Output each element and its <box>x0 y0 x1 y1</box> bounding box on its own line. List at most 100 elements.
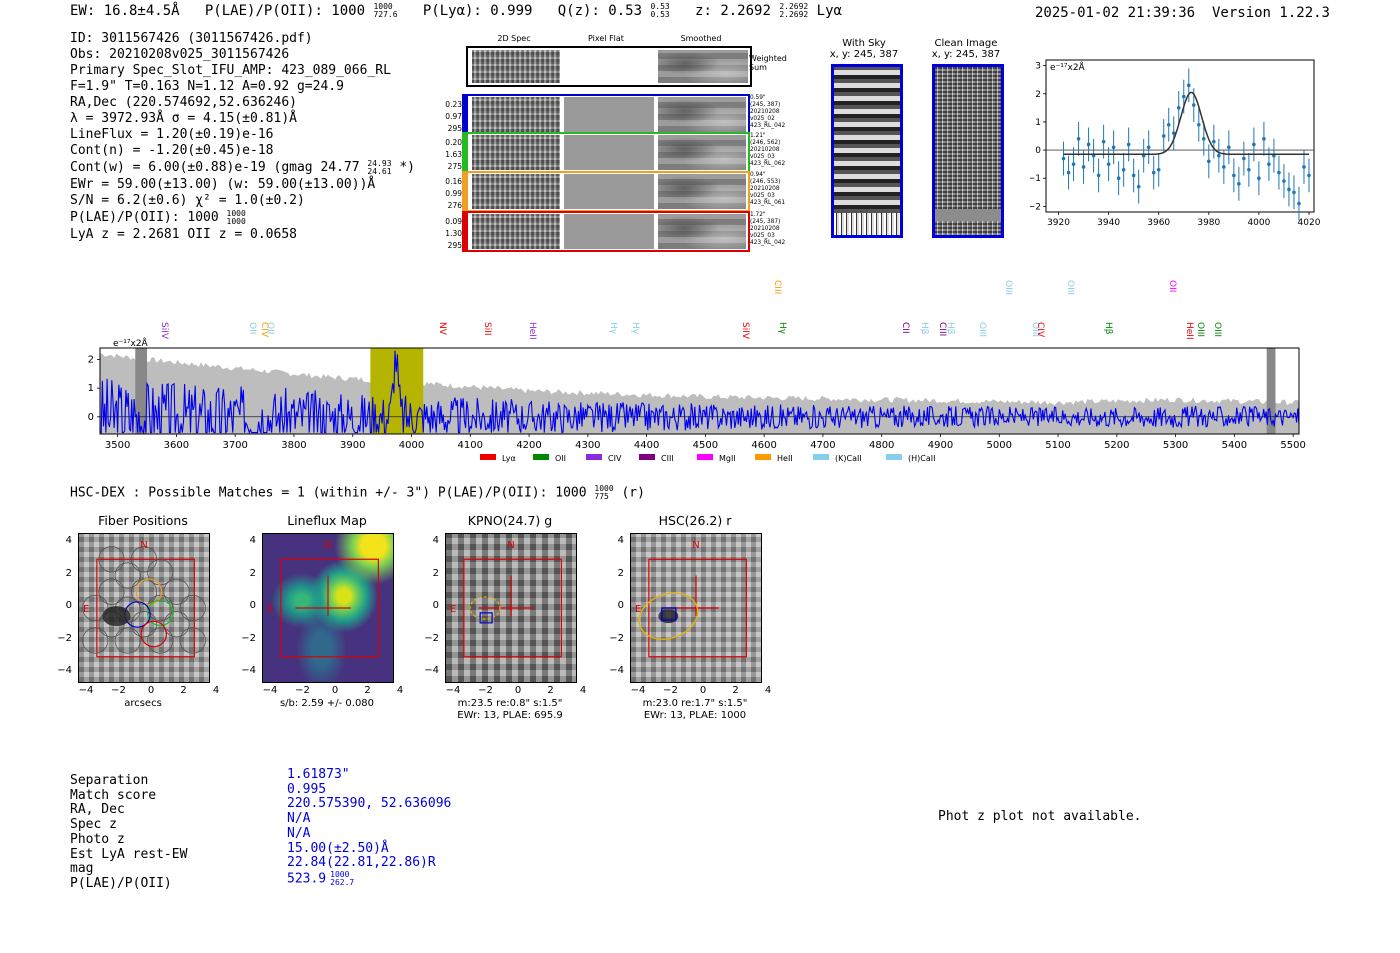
fit-ytick-label: 0 <box>1035 146 1041 156</box>
spec-xtick-label: 5200 <box>1104 440 1129 451</box>
info-z: LyA z = 2.2681 OII z = 0.0658 <box>70 227 297 242</box>
fit-xtick-label: 3920 <box>1047 218 1070 228</box>
fit-point <box>1252 142 1256 147</box>
source-ellipse <box>469 596 501 620</box>
panel-ytick: −2 <box>424 632 439 644</box>
match-value: 1.61873" <box>287 767 350 782</box>
fit-xtick-label: 4000 <box>1247 218 1270 228</box>
fit-point <box>1181 94 1186 99</box>
masked-band <box>1266 348 1276 434</box>
panel-xtick: 0 <box>331 685 339 696</box>
fit-point <box>1201 137 1206 141</box>
panel-ytick: −4 <box>424 665 439 676</box>
cutout-smoothed <box>658 97 746 132</box>
fit-point <box>1061 156 1066 161</box>
panel-ytick: 4 <box>617 535 624 546</box>
fiber-circle <box>98 546 125 573</box>
cutout-row-2 <box>462 171 750 212</box>
panel-xtick: 4 <box>396 685 404 696</box>
match-value: N/A <box>287 811 311 827</box>
cutout-2dspec <box>472 97 560 132</box>
fit-point <box>1307 173 1311 178</box>
fit-point <box>1166 122 1171 127</box>
emission-line-label: CIII <box>772 280 782 294</box>
fit-plot-axes: 3 2 1 0 −1 −2 3920 3940 3960 3980 4000 4020 <box>1030 62 1320 228</box>
fit-point <box>1146 145 1151 150</box>
legend-swatch <box>755 454 771 460</box>
spec-ytick-label: 2 <box>88 354 94 365</box>
info-id: ID: 3011567426 (3011567426.pdf) <box>70 31 313 46</box>
cutout-pixelflat <box>564 135 654 170</box>
info-contw: Cont(w) = 6.00(±0.88)e-19 (gmag 24.77 24… <box>70 158 415 176</box>
panel-ytick: −2 <box>241 632 256 644</box>
panel-ytick: 4 <box>432 535 439 546</box>
fit-point <box>1212 139 1216 144</box>
fit-xtick-label: 3980 <box>1197 218 1220 228</box>
cutout-row-3 <box>462 211 750 252</box>
spec-xtick-label: 3700 <box>222 440 247 451</box>
panel-overlay-1: NE <box>267 540 379 658</box>
fit-point <box>1287 187 1291 192</box>
info-lambda: λ = 3972.93Å σ = 4.15(±0.81)Å <box>70 111 297 126</box>
hsc-summary: HSC-DEX : Possible Matches = 1 (within +… <box>70 484 645 501</box>
fit-point <box>1262 137 1266 141</box>
panel-xtick: −4 <box>262 685 278 696</box>
aperture-box <box>280 558 379 658</box>
emission-line-label: OIII <box>977 322 987 337</box>
fit-point <box>1302 165 1306 169</box>
legend-swatch <box>480 454 496 460</box>
match-value: N/A <box>287 825 311 841</box>
emission-line-label: HeII <box>1184 322 1194 340</box>
panel-ytick: −4 <box>609 665 624 676</box>
panel-xtick: −2 <box>663 685 678 696</box>
north-label: N <box>507 540 514 551</box>
emission-line-label: Hγ <box>630 322 640 335</box>
fit-point <box>1297 201 1301 206</box>
panel-xlabel-1: s/b: 2.59 +/- 0.080 <box>279 698 375 709</box>
match-table: Separation Match score RA, Dec Spec z Photo … <box>70 773 187 892</box>
emission-line-label: OII <box>247 322 257 334</box>
fit-point <box>1186 83 1191 88</box>
fit-point <box>1227 145 1231 150</box>
fit-xtick-label: 3960 <box>1147 218 1170 228</box>
info-params: F=1.9" T=0.163 N=1.12 A=0.92 g=24.9 <box>70 79 344 94</box>
fit-point <box>1176 106 1181 110</box>
fit-point <box>1151 170 1156 175</box>
panel-xtick: 0 <box>147 685 155 696</box>
fit-point <box>1277 170 1281 175</box>
panel-ytick: −2 <box>609 632 624 644</box>
panel-xtick: 0 <box>699 685 707 696</box>
spec-xtick-label: 4800 <box>869 440 894 451</box>
fiber-circle <box>114 627 141 654</box>
panel-title-2: KPNO(24.7) g <box>467 513 553 528</box>
spectrum-frame <box>99 347 1300 435</box>
fit-point <box>1071 162 1076 166</box>
header-summary: EW: 16.8±4.5Å P(LAE)/P(OII): 1000 1000 72… <box>70 3 842 20</box>
spectrum-line <box>99 350 1300 435</box>
cutout-2dspec <box>472 135 560 170</box>
match-box <box>661 607 677 621</box>
cutout-desc-2: 0.94" (246, 553) 20210208 v025_03 423_RL_061 <box>750 172 786 206</box>
fit-point <box>1121 167 1126 172</box>
fit-ytick-label: 3 <box>1035 62 1041 72</box>
with-sky-image <box>831 64 903 238</box>
spec-xtick-label: 4600 <box>751 440 776 451</box>
emission-line-label: CII <box>900 322 910 334</box>
header-z: z: 2.2692 <box>695 3 771 19</box>
source-ellipse <box>638 592 699 640</box>
panel-xtick: 4 <box>212 685 220 696</box>
header-version: Version 1.22.3 <box>1211 5 1330 21</box>
legend-label: HeII <box>777 454 793 463</box>
match-label: RA, Dec <box>70 802 125 818</box>
panel-title-0: Fiber Positions <box>98 513 188 528</box>
cutout-pixelflat <box>564 214 654 249</box>
cutout-smoothed <box>658 174 746 209</box>
spectrum-legend: Lyα OII CIV CIII MgII HeII (K)CaII (H)CaII <box>480 454 935 463</box>
panel-ytick: −4 <box>241 665 256 676</box>
panel-xtick: 0 <box>514 685 522 696</box>
panel-xlabel-0: arcsecs <box>124 698 162 709</box>
legend-swatch <box>639 454 655 460</box>
header-right: 2025-01-02 21:39:36 Version 1.22.3 <box>1035 5 1330 21</box>
